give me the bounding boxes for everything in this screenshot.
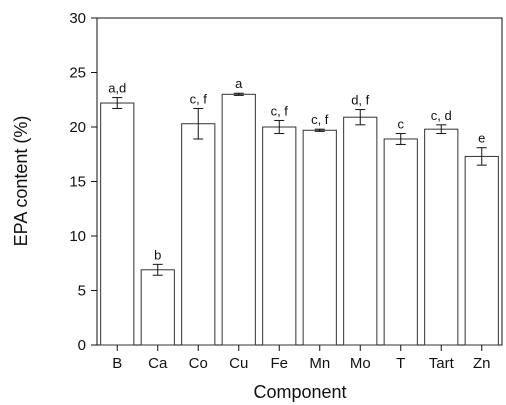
x-tick-label: Co <box>189 355 208 372</box>
x-tick-label: Mo <box>350 355 371 372</box>
significance-label: a <box>235 76 243 91</box>
bar <box>343 116 378 346</box>
bar <box>221 93 256 346</box>
x-tick-label: Mn <box>309 355 330 372</box>
bar <box>383 138 418 346</box>
y-tick-label: 25 <box>69 65 86 82</box>
bar <box>181 123 216 346</box>
significance-label: c, f <box>271 103 289 118</box>
bar <box>424 128 459 346</box>
y-tick-label: 10 <box>69 228 86 245</box>
x-tick-label: T <box>396 355 405 372</box>
significance-label: e <box>478 131 485 146</box>
x-tick-label: Zn <box>473 355 491 372</box>
significance-label: b <box>154 247 161 262</box>
y-tick-label: 0 <box>78 337 86 354</box>
x-tick-label: Cu <box>229 355 248 372</box>
significance-label: c, d <box>431 108 452 123</box>
y-tick-label: 20 <box>69 119 86 136</box>
significance-label: c, f <box>190 91 208 106</box>
x-axis-title: Component <box>253 382 346 402</box>
significance-label: c <box>398 117 405 132</box>
x-axis-ticks: B Ca Co Cu Fe Mn Mo T Tart Zn <box>112 345 491 372</box>
y-tick-label: 30 <box>69 10 86 27</box>
significance-label: c, f <box>311 112 329 127</box>
bar <box>262 126 297 346</box>
x-tick-label: Ca <box>148 355 168 372</box>
bar <box>464 155 499 346</box>
bar <box>302 129 337 346</box>
y-axis-title: EPA content (%) <box>11 116 31 247</box>
y-axis-ticks: 0 5 10 15 20 25 30 <box>69 10 97 354</box>
bar <box>140 269 175 346</box>
x-tick-label: Tart <box>429 355 455 372</box>
x-tick-label: Fe <box>270 355 288 372</box>
significance-label: d, f <box>351 93 369 108</box>
x-tick-label: B <box>112 355 122 372</box>
y-tick-label: 5 <box>78 283 86 300</box>
y-tick-label: 15 <box>69 174 86 191</box>
bars: a,d b c, f a c, f c, f d, f c c, d e <box>100 76 499 346</box>
significance-label: a,d <box>108 81 126 96</box>
bar <box>100 102 135 346</box>
